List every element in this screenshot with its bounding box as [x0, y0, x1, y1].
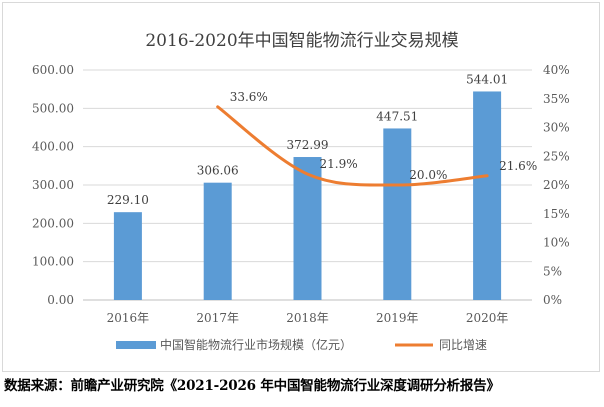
left-tick-label: 500.00 [32, 101, 74, 115]
right-axis-ticks: 0% 5% 10% 15% 20% 25% 30% 35% 40% [543, 63, 570, 307]
line-data-labels: 33.6% 21.9% 20.0% 21.6% [230, 90, 538, 182]
left-tick-label: 100.00 [32, 255, 74, 269]
left-axis-ticks: 0.00 100.00 200.00 300.00 400.00 500.00 600.00 [32, 63, 74, 307]
bar-data-label: 447.51 [376, 109, 418, 123]
right-tick-label: 30% [543, 121, 570, 135]
bar-data-label: 372.99 [287, 138, 329, 152]
line-data-label: 33.6% [230, 90, 268, 104]
x-tick-label: 2017年 [196, 311, 239, 325]
line-data-label: 21.6% [499, 159, 537, 173]
right-tick-label: 35% [543, 92, 570, 106]
x-tick-label: 2018年 [286, 311, 329, 325]
bar-data-label: 306.06 [197, 164, 239, 178]
right-tick-label: 20% [543, 178, 570, 192]
left-tick-label: 400.00 [32, 140, 74, 154]
bar-data-label: 544.01 [466, 72, 508, 86]
bar [473, 91, 502, 300]
bar [293, 157, 322, 300]
left-tick-label: 300.00 [32, 178, 74, 192]
line-series [216, 105, 489, 187]
line-data-label: 21.9% [320, 157, 358, 171]
x-tick-label: 2020年 [466, 311, 509, 325]
legend: 中国智能物流行业市场规模（亿元） 同比增速 [116, 337, 487, 352]
left-tick-label: 0.00 [47, 293, 74, 307]
bar-data-label: 229.10 [107, 193, 149, 207]
chart-title: 2016-2020年中国智能物流行业交易规模 [145, 31, 458, 51]
right-tick-label: 40% [543, 63, 570, 77]
bar [203, 182, 232, 300]
gridlines [83, 69, 532, 301]
right-tick-label: 10% [543, 236, 570, 250]
x-axis-ticks: 2016年 2017年 2018年 2019年 2020年 [107, 311, 509, 325]
right-tick-label: 5% [543, 264, 562, 278]
line-data-label: 20.0% [409, 168, 447, 182]
legend-line-label: 同比增速 [439, 338, 487, 352]
x-tick-label: 2016年 [107, 311, 150, 325]
growth-line [216, 105, 489, 187]
bar-data-labels: 229.10 306.06 372.99 447.51 544.01 [107, 72, 508, 207]
bar [383, 128, 412, 300]
left-tick-label: 600.00 [32, 63, 74, 77]
left-tick-label: 200.00 [32, 216, 74, 230]
bar-series [113, 91, 502, 300]
right-tick-label: 0% [543, 293, 562, 307]
legend-bar-label: 中国智能物流行业市场规模（亿元） [160, 337, 352, 352]
chart-svg: 2016-2020年中国智能物流行业交易规模 0.00 100.00 200.00 3… [32, 31, 570, 352]
legend-bar-swatch [116, 341, 156, 349]
right-tick-label: 25% [543, 149, 570, 163]
bar [113, 212, 142, 300]
right-tick-label: 15% [543, 207, 570, 221]
x-tick-label: 2019年 [376, 311, 419, 325]
source-note: 数据来源：前瞻产业研究院《2021-2026 年中国智能物流行业深度调研分析报告… [4, 378, 500, 394]
